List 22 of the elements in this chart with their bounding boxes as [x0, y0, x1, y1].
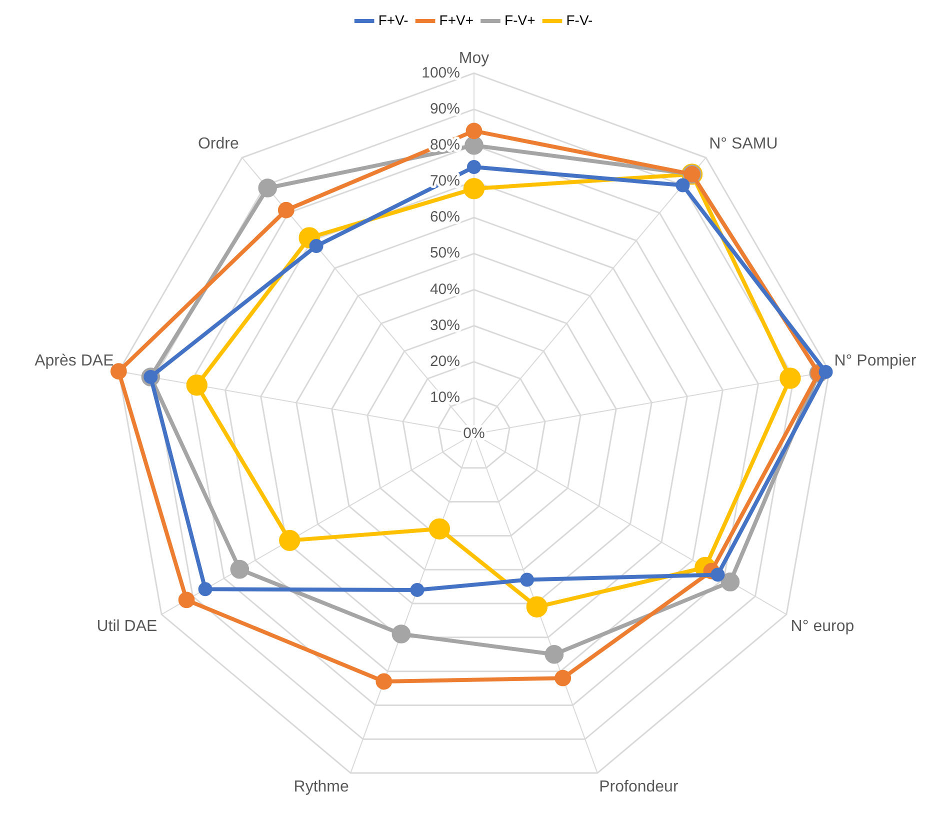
- spoke-label: Après DAE: [34, 352, 114, 370]
- legend-label: F+V-: [378, 12, 409, 28]
- y-tick-label: 30%: [430, 316, 460, 334]
- legend-label: F+V+: [439, 12, 474, 28]
- spoke-label: Util DAE: [96, 618, 158, 635]
- y-tick-label: 0%: [463, 425, 485, 442]
- y-tick-label: 100%: [422, 64, 460, 82]
- spoke-label: Ordre: [198, 136, 239, 153]
- y-tick-label: 50%: [430, 244, 460, 262]
- spoke-label: Profondeur: [599, 778, 679, 796]
- y-tick-label: 40%: [430, 280, 460, 298]
- y-tick-label: 90%: [430, 100, 460, 118]
- y-tick-label: 10%: [430, 389, 460, 406]
- spoke-label: Rythme: [294, 778, 349, 796]
- y-tick-label: 20%: [430, 352, 460, 370]
- spoke-label: N° SAMU: [709, 136, 778, 153]
- spoke-label: N° europ: [790, 618, 854, 635]
- spoke-label: N° Pompier: [834, 352, 917, 370]
- y-tick-label: 60%: [430, 208, 460, 226]
- legend-label: F-V-: [566, 12, 594, 28]
- legend-label: F-V+: [504, 12, 536, 28]
- spoke-label: Moy: [458, 50, 490, 68]
